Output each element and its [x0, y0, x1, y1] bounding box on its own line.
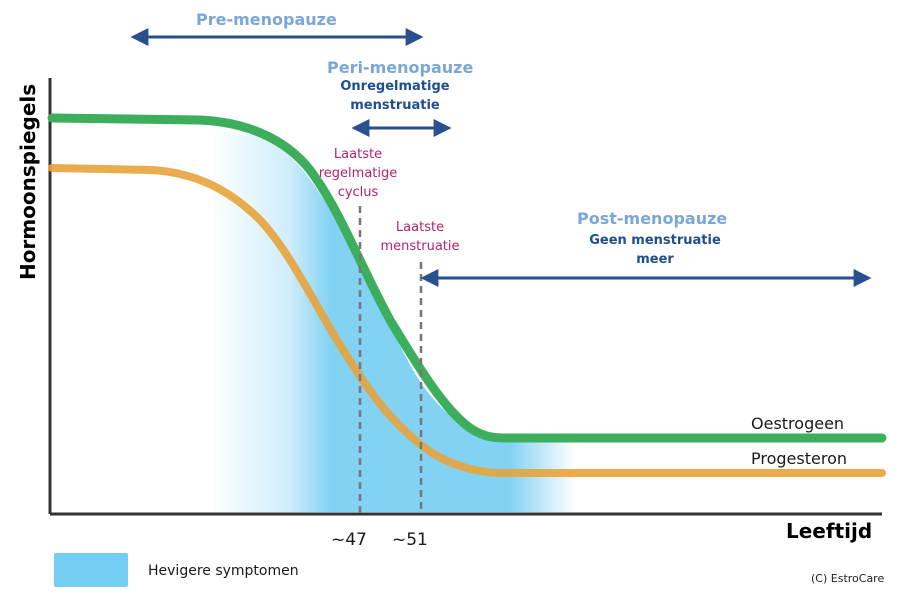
tick-51: ~51	[392, 530, 428, 550]
progesteron-curve	[48, 164, 886, 477]
legend-label: Hevigere symptomen	[148, 563, 299, 579]
pre-menopause-title: Pre-menopauze	[196, 10, 337, 29]
peri-subtitle-line2: menstruatie	[350, 98, 440, 113]
copyright-text: (C) EstroCare	[811, 572, 885, 585]
marker-47-line1: Laatste	[333, 147, 383, 162]
progesteron-label: Progesteron	[751, 449, 847, 468]
peri-menopause-subtitle: Onregelmatige menstruatie	[330, 77, 460, 115]
post-menopause-subtitle: Geen menstruatie meer	[580, 231, 730, 269]
legend-swatch	[54, 553, 128, 587]
oestrogen-label: Oestrogeen	[751, 414, 845, 433]
symptom-zone	[210, 130, 575, 512]
x-axis-label: Leeftijd	[786, 519, 873, 543]
tick-47: ~47	[331, 530, 367, 550]
marker-47-line3: cyclus	[337, 185, 379, 200]
post-subtitle-line2: meer	[636, 252, 674, 267]
y-axis-label: Hormoonspiegels	[16, 83, 40, 280]
marker-51-line1: Laatste	[395, 220, 445, 235]
post-menopause-title: Post-menopauze	[577, 209, 728, 228]
marker-51-label: Laatste menstruatie	[372, 218, 468, 256]
marker-51-line2: menstruatie	[380, 239, 460, 254]
marker-47-label: Laatste regelmatige cyclus	[312, 145, 404, 202]
post-subtitle-line1: Geen menstruatie	[589, 233, 721, 248]
peri-subtitle-line1: Onregelmatige	[340, 79, 450, 94]
peri-menopause-title: Peri-menopauze	[327, 58, 474, 77]
oestrogen-curve	[47, 113, 887, 443]
marker-47-line2: regelmatige	[318, 166, 398, 181]
